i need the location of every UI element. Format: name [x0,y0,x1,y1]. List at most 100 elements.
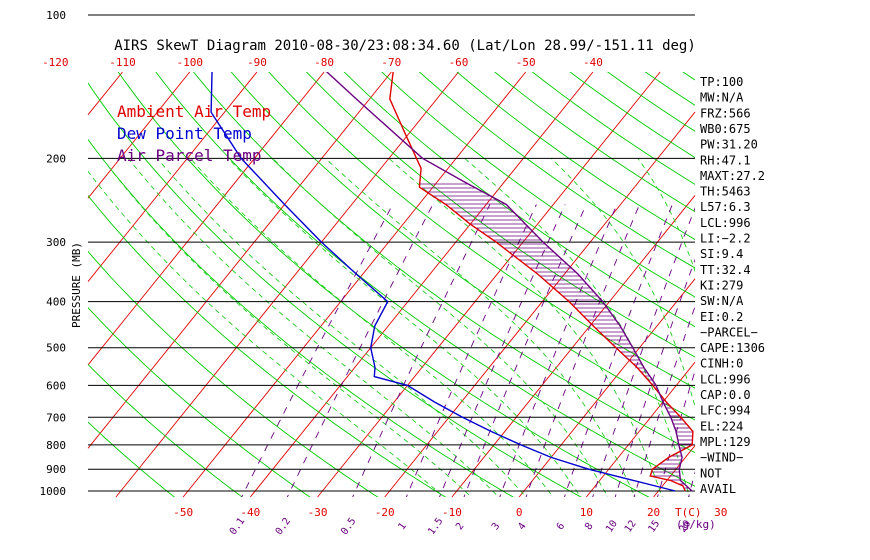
cape-shading [419,183,693,489]
mixing-ratio-line [525,204,640,497]
index-line: −WIND− [700,451,743,465]
temperature-axis-label: T(C) [675,506,702,519]
top-temperature-tick-label: -60 [449,56,469,69]
legend-item: Air Parcel Temp [117,146,262,165]
moist-adiabat-line [227,157,581,497]
index-line: MW:N/A [700,91,744,105]
isotherm-line [451,195,696,498]
top-temperature-tick-label: -50 [516,56,536,69]
top-temperature-tick-label: -70 [381,56,401,69]
isotherm-line [250,71,594,498]
moist-adiabat-line [637,158,695,273]
index-line: SI:9.4 [700,247,743,261]
moist-adiabat-line [88,170,445,497]
series-ambient-air-temp [389,72,694,492]
mixing-ratio-line [439,204,566,497]
pressure-tick-label: 400 [46,296,66,309]
pressure-tick-label: 1000 [40,485,67,498]
dry-adiabat-line [88,363,243,497]
top-temperature-tick-label: -40 [583,56,603,69]
bottom-temperature-tick-label: -40 [240,506,260,519]
mixing-ratio-tick-label: 6 [555,521,567,532]
isotherm-line [653,445,696,498]
dry-adiabat-line [88,138,515,497]
dry-adiabat-line [381,72,695,298]
mixing-ratio-line [352,204,491,497]
mixing-ratio-tick-label: 2 [454,521,466,532]
series-layer [210,72,694,492]
index-line: −PARCEL− [700,325,758,339]
dry-adiabat-line [494,72,695,213]
dry-adiabat-line [192,72,695,454]
mixing-ratio-line [405,204,537,497]
mixing-ratio-tick-label: 1 [396,521,408,532]
moist-adiabat-line [156,158,527,497]
index-line: RH:47.1 [700,153,751,167]
mixing-ratio-line [688,470,695,497]
mixing-ratio-tick-label: 0.2 [274,516,293,537]
moist-adiabat-line [388,157,663,497]
index-line: EI:0.2 [700,310,743,324]
mixing-ratio-tick-label: 3 [490,521,502,532]
dry-adiabat-line [305,72,695,358]
index-line: EL:224 [700,419,743,433]
dry-adiabat-line [230,72,695,421]
mixing-ratio-tick-label: 0.1 [228,516,247,537]
moist-adiabat-line [127,158,500,497]
dry-adiabat-line [88,307,311,497]
mixing-ratio-line [499,204,618,497]
moist-adiabat-line [550,157,695,409]
index-line: SW:N/A [700,294,744,308]
dry-adiabat-line [268,72,695,389]
mixing-ratio-tick-label: 0.5 [339,516,358,537]
mixing-ratio-tick-label: 15 [646,518,662,534]
dry-adiabat-line [88,421,176,497]
moist-adiabat-line [464,157,690,497]
bottom-temperature-tick-label: -10 [442,506,462,519]
isotherm-line [87,71,123,116]
index-line: MAXT:27.2 [700,169,765,183]
bottom-temperature-tick-label: 10 [580,506,593,519]
dry-adiabat-line [155,72,695,487]
pressure-tick-label: 500 [46,342,66,355]
bottom-temperature-tick-label: 0 [516,506,523,519]
isotherm-line [317,71,661,498]
mixing-ratio-axis-label: (g/kg) [676,518,716,531]
bottom-temperature-tick-label: 30 [714,506,727,519]
pressure-tick-label: 900 [46,463,66,476]
pressure-tick-label: 600 [46,379,66,392]
index-line: LCL:996 [700,216,751,230]
top-temperature-tick-label: -100 [176,56,203,69]
isotherm-line [586,361,696,498]
moist-adiabat-line [189,158,554,497]
legend: Ambient Air Temp Dew Point Temp Air Parcel… [117,102,271,165]
index-line: KI:279 [700,278,743,292]
bottom-temperature-tick-label: 20 [647,506,660,519]
index-line: TH:5463 [700,185,751,199]
top-temperature-tick-label: -80 [314,56,334,69]
index-line: TP:100 [700,75,743,89]
mixing-ratio-line [563,204,673,497]
pressure-tick-label: 100 [46,9,66,22]
top-temperature-tick-label: -110 [109,56,136,69]
index-line: NOT [700,466,722,480]
dry-adiabat-line [418,72,695,269]
dry-adiabat-line [456,72,695,241]
series-dew-point-temp [210,72,676,492]
mixing-ratio-tick-label: 1.5 [426,516,445,537]
dry-adiabat-line [88,250,379,497]
mixing-ratio-tick-label: 10 [604,518,620,534]
index-line: LI:−2.2 [700,232,751,246]
index-line: LFC:994 [700,404,751,418]
index-line: CAPE:1306 [700,341,765,355]
mixing-ratio-line [463,204,587,497]
index-line: MPL:129 [700,435,751,449]
bottom-temperature-tick-label: -50 [173,506,193,519]
moist-adiabat-line [272,157,609,497]
mixing-ratio-line [592,207,695,497]
mixing-ratio-line [614,258,695,497]
bottom-temperature-tick-label: -20 [375,506,395,519]
